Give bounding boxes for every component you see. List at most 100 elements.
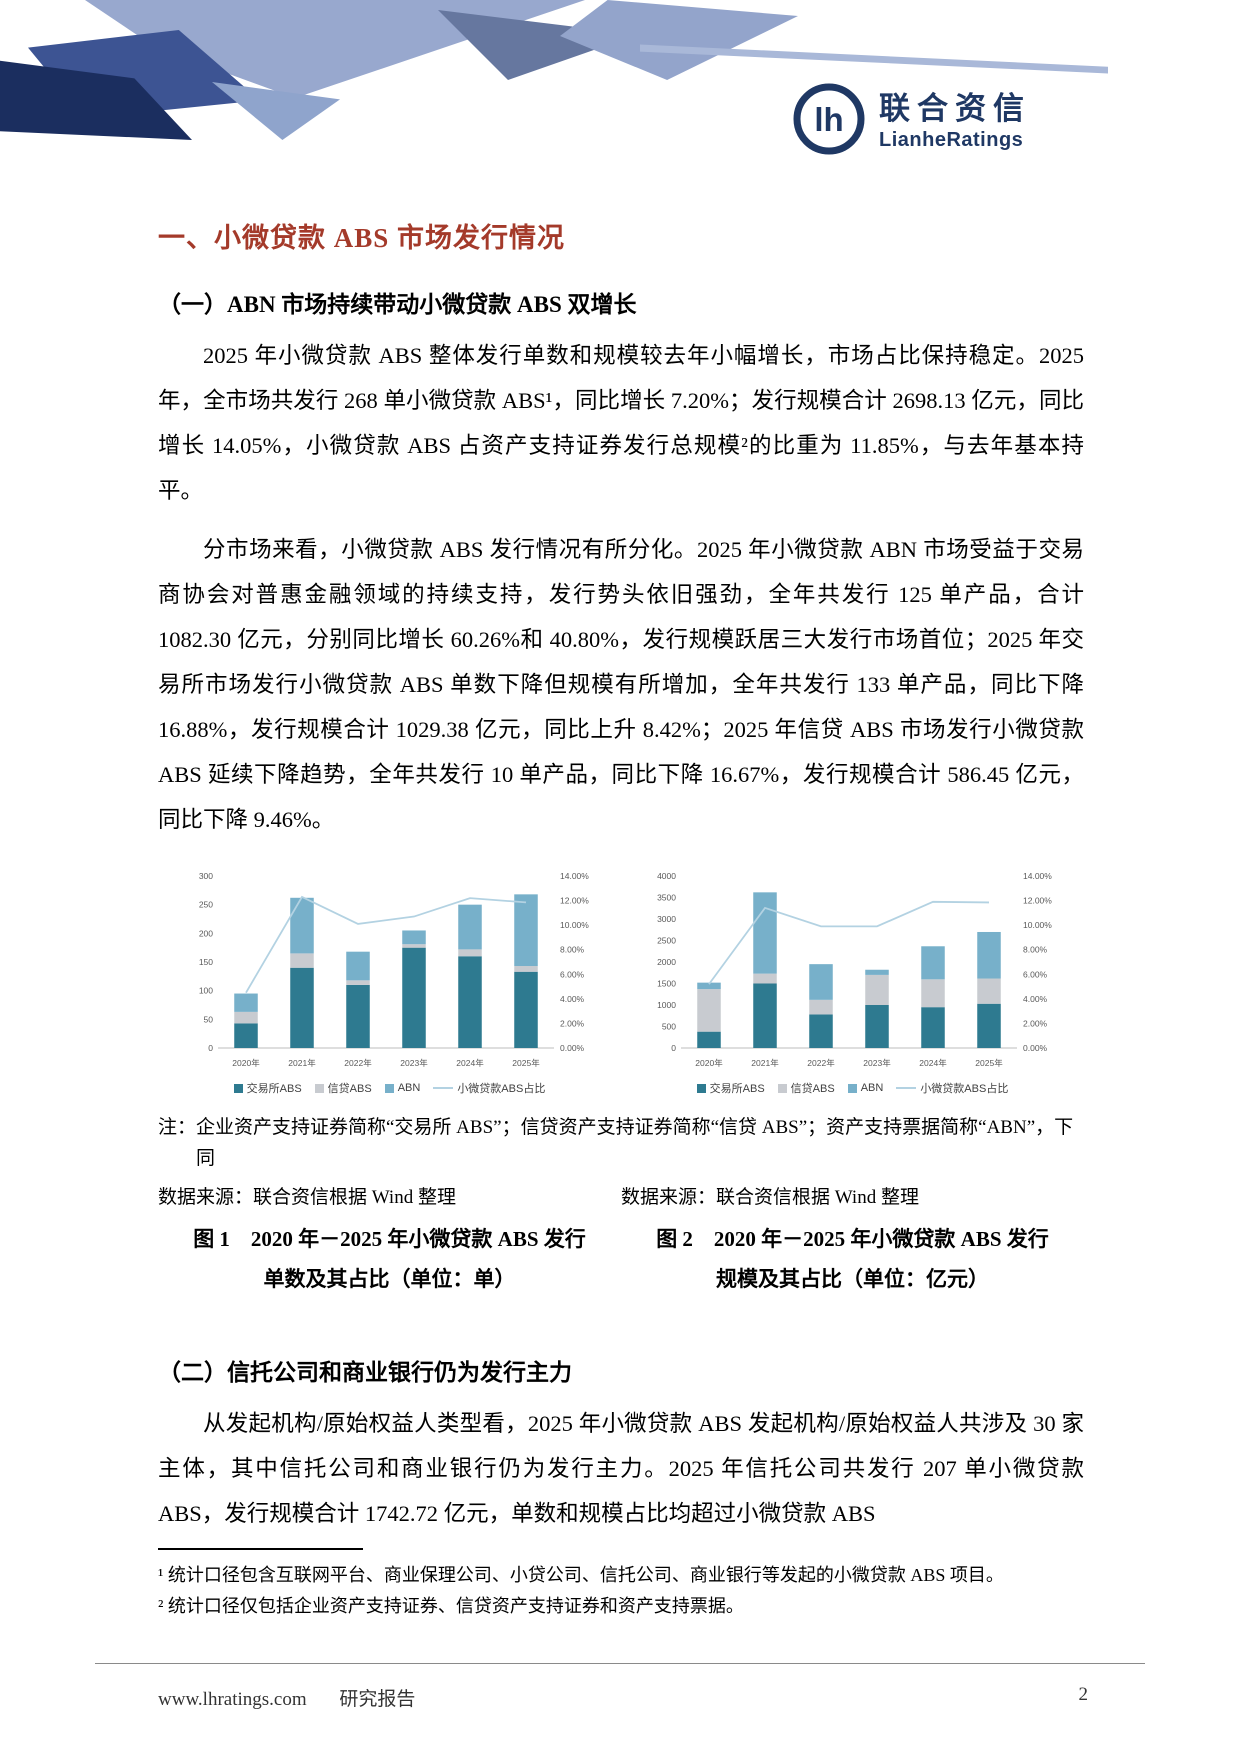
svg-text:10.00%: 10.00% <box>1023 920 1052 930</box>
svg-text:2022年: 2022年 <box>344 1058 372 1068</box>
bar-chart-svg: 0 50 100 150 200 250 300 0.00% 2.00% 4.00% 6.00% 8.… <box>198 871 589 1068</box>
svg-text:2.00%: 2.00% <box>1023 1018 1048 1028</box>
svg-text:14.00%: 14.00% <box>1023 871 1052 881</box>
svg-text:6.00%: 6.00% <box>560 969 585 979</box>
subsection-2-title: （二）信托公司和商业银行仍为发行主力 <box>158 1360 572 1385</box>
svg-text:2021年: 2021年 <box>288 1058 316 1068</box>
svg-text:2500: 2500 <box>657 936 676 946</box>
legend-swatch <box>847 1083 857 1093</box>
svg-text:2020年: 2020年 <box>695 1058 723 1068</box>
footnote-2: ² 统计口径仅包括企业资产支持证券、信贷资产支持证券和资产支持票据。 <box>158 1596 744 1616</box>
section-title: 一、小微贷款 ABS 市场发行情况 <box>158 223 566 253</box>
svg-text:1500: 1500 <box>657 979 676 989</box>
legend-item: ABN <box>847 1082 883 1094</box>
svg-text:12.00%: 12.00% <box>560 896 589 906</box>
footnotes: ¹ 统计口径包含互联网平台、商业保理公司、小贷公司、信托公司、商业银行等发起的小… <box>158 1548 1084 1622</box>
svg-text:8.00%: 8.00% <box>560 945 585 955</box>
legend-item: ABN <box>384 1082 420 1094</box>
page-header: lh 联合资信 LianheRatings <box>0 0 1240 200</box>
legend-item: 交易所ABS <box>696 1080 765 1096</box>
svg-text:2024年: 2024年 <box>919 1058 947 1068</box>
svg-text:0: 0 <box>671 1043 676 1053</box>
svg-text:2.00%: 2.00% <box>560 1018 585 1028</box>
svg-text:0: 0 <box>208 1043 213 1053</box>
svg-text:2024年: 2024年 <box>456 1058 484 1068</box>
legend-item: 信贷ABS <box>314 1080 372 1096</box>
legend-swatch <box>314 1083 324 1093</box>
svg-text:2022年: 2022年 <box>807 1058 835 1068</box>
page-number: 2 <box>1078 1684 1089 1705</box>
deco-chevron-light <box>560 0 798 80</box>
figure-2-caption: 图 2 2020 年－2025 年小微贷款 ABS 发行规模及其占比（单位：亿元… <box>656 1227 1049 1291</box>
svg-text:100: 100 <box>198 986 212 996</box>
data-sources: 数据来源：联合资信根据 Wind 整理 数据来源：联合资信根据 Wind 整理 <box>158 1182 1084 1209</box>
svg-text:4000: 4000 <box>657 871 676 881</box>
paragraph-2: 分市场来看，小微贷款 ABS 发行情况有所分化。2025 年小微贷款 ABN 市… <box>158 537 1084 832</box>
svg-text:12.00%: 12.00% <box>1023 896 1052 906</box>
legend-item-line: 小微贷款ABS占比 <box>433 1080 545 1096</box>
svg-text:0.00%: 0.00% <box>1023 1043 1048 1053</box>
legend-item: 信贷ABS <box>777 1080 835 1096</box>
svg-text:0.00%: 0.00% <box>560 1043 585 1053</box>
figure-captions: 图 1 2020 年－2025 年小微贷款 ABS 发行单数及其占比（单位：单）… <box>158 1219 1084 1299</box>
legend-line-swatch <box>896 1087 917 1089</box>
bar-chart-svg: 0 500 1000 1500 2000 2500 3000 3500 4000 0.00% 2.0… <box>657 871 1052 1068</box>
svg-text:2023年: 2023年 <box>400 1058 428 1068</box>
paragraph-1: 2025 年小微贷款 ABS 整体发行单数和规模较去年小幅增长，市场占比保持稳定… <box>158 343 1084 503</box>
footer-site: www.lhratings.com <box>158 1689 307 1710</box>
svg-text:300: 300 <box>198 871 212 881</box>
legend-swatch <box>777 1083 787 1093</box>
footnote-1: ¹ 统计口径包含互联网平台、商业保理公司、小贷公司、信托公司、商业银行等发起的小… <box>158 1565 1004 1585</box>
svg-text:14.00%: 14.00% <box>560 871 589 881</box>
svg-text:200: 200 <box>198 928 212 938</box>
chart-1-canvas: 0 50 100 150 200 250 300 0.00% 2.00% 4.00% 6.00% 8.… <box>170 860 610 1076</box>
charts-note: 注：企业资产支持证券简称“交易所 ABS”；信贷资产支持证券简称“信贷 ABS”… <box>158 1117 1074 1169</box>
svg-text:1000: 1000 <box>657 1000 676 1010</box>
chart-2-legend: 交易所ABS 信贷ABS ABN 小微贷款ABS占比 <box>696 1080 1008 1096</box>
svg-text:2000: 2000 <box>657 957 676 967</box>
svg-text:2020年: 2020年 <box>232 1058 260 1068</box>
svg-text:3000: 3000 <box>657 914 676 924</box>
svg-text:2025年: 2025年 <box>975 1058 1003 1068</box>
legend-swatch <box>696 1083 706 1093</box>
paragraph-3: 从发起机构/原始权益人类型看，2025 年小微贷款 ABS 发起机构/原始权益人… <box>158 1411 1084 1526</box>
legend-line-swatch <box>433 1087 454 1089</box>
figure-1-chart: 0 50 100 150 200 250 300 0.00% 2.00% 4.00% 6.00% 8.… <box>158 860 621 1096</box>
svg-text:4.00%: 4.00% <box>1023 994 1048 1004</box>
legend-item-line: 小微贷款ABS占比 <box>896 1080 1008 1096</box>
footer-doc-type: 研究报告 <box>339 1689 416 1710</box>
data-source-1: 数据来源：联合资信根据 Wind 整理 <box>158 1187 456 1208</box>
svg-text:250: 250 <box>198 900 212 910</box>
legend-swatch <box>384 1083 394 1093</box>
figure-1-caption: 图 1 2020 年－2025 年小微贷款 ABS 发行单数及其占比（单位：单） <box>193 1227 586 1291</box>
svg-text:150: 150 <box>198 957 212 967</box>
svg-text:8.00%: 8.00% <box>1023 945 1048 955</box>
svg-text:2021年: 2021年 <box>751 1058 779 1068</box>
footer-divider <box>95 1663 1145 1664</box>
lianhe-logo-icon: lh <box>792 82 866 161</box>
svg-text:3500: 3500 <box>657 893 676 903</box>
footer-info: www.lhratings.com 研究报告 <box>158 1684 415 1711</box>
svg-text:2025年: 2025年 <box>512 1058 540 1068</box>
subsection-1-title: （一）ABN 市场持续带动小微贷款 ABS 双增长 <box>158 292 637 317</box>
svg-text:500: 500 <box>661 1022 675 1032</box>
chart-2-canvas: 0 500 1000 1500 2000 2500 3000 3500 4000 0.00% 2.0… <box>633 860 1073 1076</box>
svg-text:2023年: 2023年 <box>863 1058 891 1068</box>
footnote-divider <box>158 1548 363 1550</box>
chart-1-legend: 交易所ABS 信贷ABS ABN 小微贷款ABS占比 <box>233 1080 545 1096</box>
svg-text:10.00%: 10.00% <box>560 920 589 930</box>
data-source-2: 数据来源：联合资信根据 Wind 整理 <box>621 1187 919 1208</box>
report-body: 一、小微贷款 ABS 市场发行情况 （一）ABN 市场持续带动小微贷款 ABS … <box>0 216 1240 1536</box>
svg-text:50: 50 <box>203 1014 213 1024</box>
lianhe-logo: lh 联合资信 LianheRatings <box>792 82 1031 161</box>
svg-text:lh: lh <box>814 101 843 138</box>
logo-name-en: LianheRatings <box>879 129 1024 152</box>
charts-row: 0 50 100 150 200 250 300 0.00% 2.00% 4.00% 6.00% 8.… <box>158 860 1084 1096</box>
svg-text:6.00%: 6.00% <box>1023 969 1048 979</box>
svg-text:4.00%: 4.00% <box>560 994 585 1004</box>
figure-2-chart: 0 500 1000 1500 2000 2500 3000 3500 4000 0.00% 2.0… <box>621 860 1084 1096</box>
legend-item: 交易所ABS <box>233 1080 302 1096</box>
logo-name-cn: 联合资信 <box>879 90 1031 126</box>
legend-swatch <box>233 1083 243 1093</box>
